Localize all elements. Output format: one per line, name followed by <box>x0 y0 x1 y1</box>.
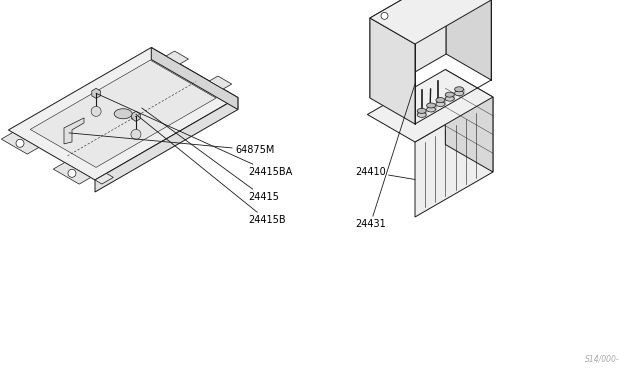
Polygon shape <box>446 0 492 80</box>
Text: S14/000-: S14/000- <box>586 355 620 364</box>
Polygon shape <box>370 0 492 44</box>
Circle shape <box>131 129 141 140</box>
Circle shape <box>381 12 388 19</box>
Polygon shape <box>370 18 415 124</box>
Text: 24415BA: 24415BA <box>96 93 292 177</box>
Polygon shape <box>370 0 446 98</box>
Polygon shape <box>8 48 238 180</box>
Polygon shape <box>95 173 113 184</box>
Ellipse shape <box>417 108 426 113</box>
Ellipse shape <box>427 107 436 112</box>
Ellipse shape <box>436 97 445 103</box>
Text: 24410: 24410 <box>355 167 415 180</box>
Polygon shape <box>438 93 468 126</box>
Polygon shape <box>166 51 188 64</box>
Ellipse shape <box>436 102 445 106</box>
Polygon shape <box>30 60 216 167</box>
Ellipse shape <box>445 92 454 97</box>
Circle shape <box>91 106 101 116</box>
Polygon shape <box>151 48 238 109</box>
Polygon shape <box>209 76 232 89</box>
Text: 24415: 24415 <box>142 108 279 202</box>
Ellipse shape <box>445 96 454 101</box>
Circle shape <box>68 169 76 177</box>
Polygon shape <box>445 70 493 172</box>
Ellipse shape <box>454 91 463 96</box>
Polygon shape <box>1 132 38 154</box>
Ellipse shape <box>417 112 426 118</box>
Circle shape <box>16 139 24 147</box>
Polygon shape <box>415 97 493 217</box>
Text: 64875M: 64875M <box>69 133 275 155</box>
Polygon shape <box>53 163 91 184</box>
Polygon shape <box>92 89 100 98</box>
Polygon shape <box>64 118 84 144</box>
Polygon shape <box>132 111 140 121</box>
Ellipse shape <box>427 103 436 108</box>
Ellipse shape <box>454 87 463 92</box>
Polygon shape <box>95 97 238 192</box>
Ellipse shape <box>114 109 132 119</box>
Polygon shape <box>367 70 493 142</box>
Text: 24415B: 24415B <box>136 114 285 225</box>
Text: 24431: 24431 <box>355 84 415 229</box>
